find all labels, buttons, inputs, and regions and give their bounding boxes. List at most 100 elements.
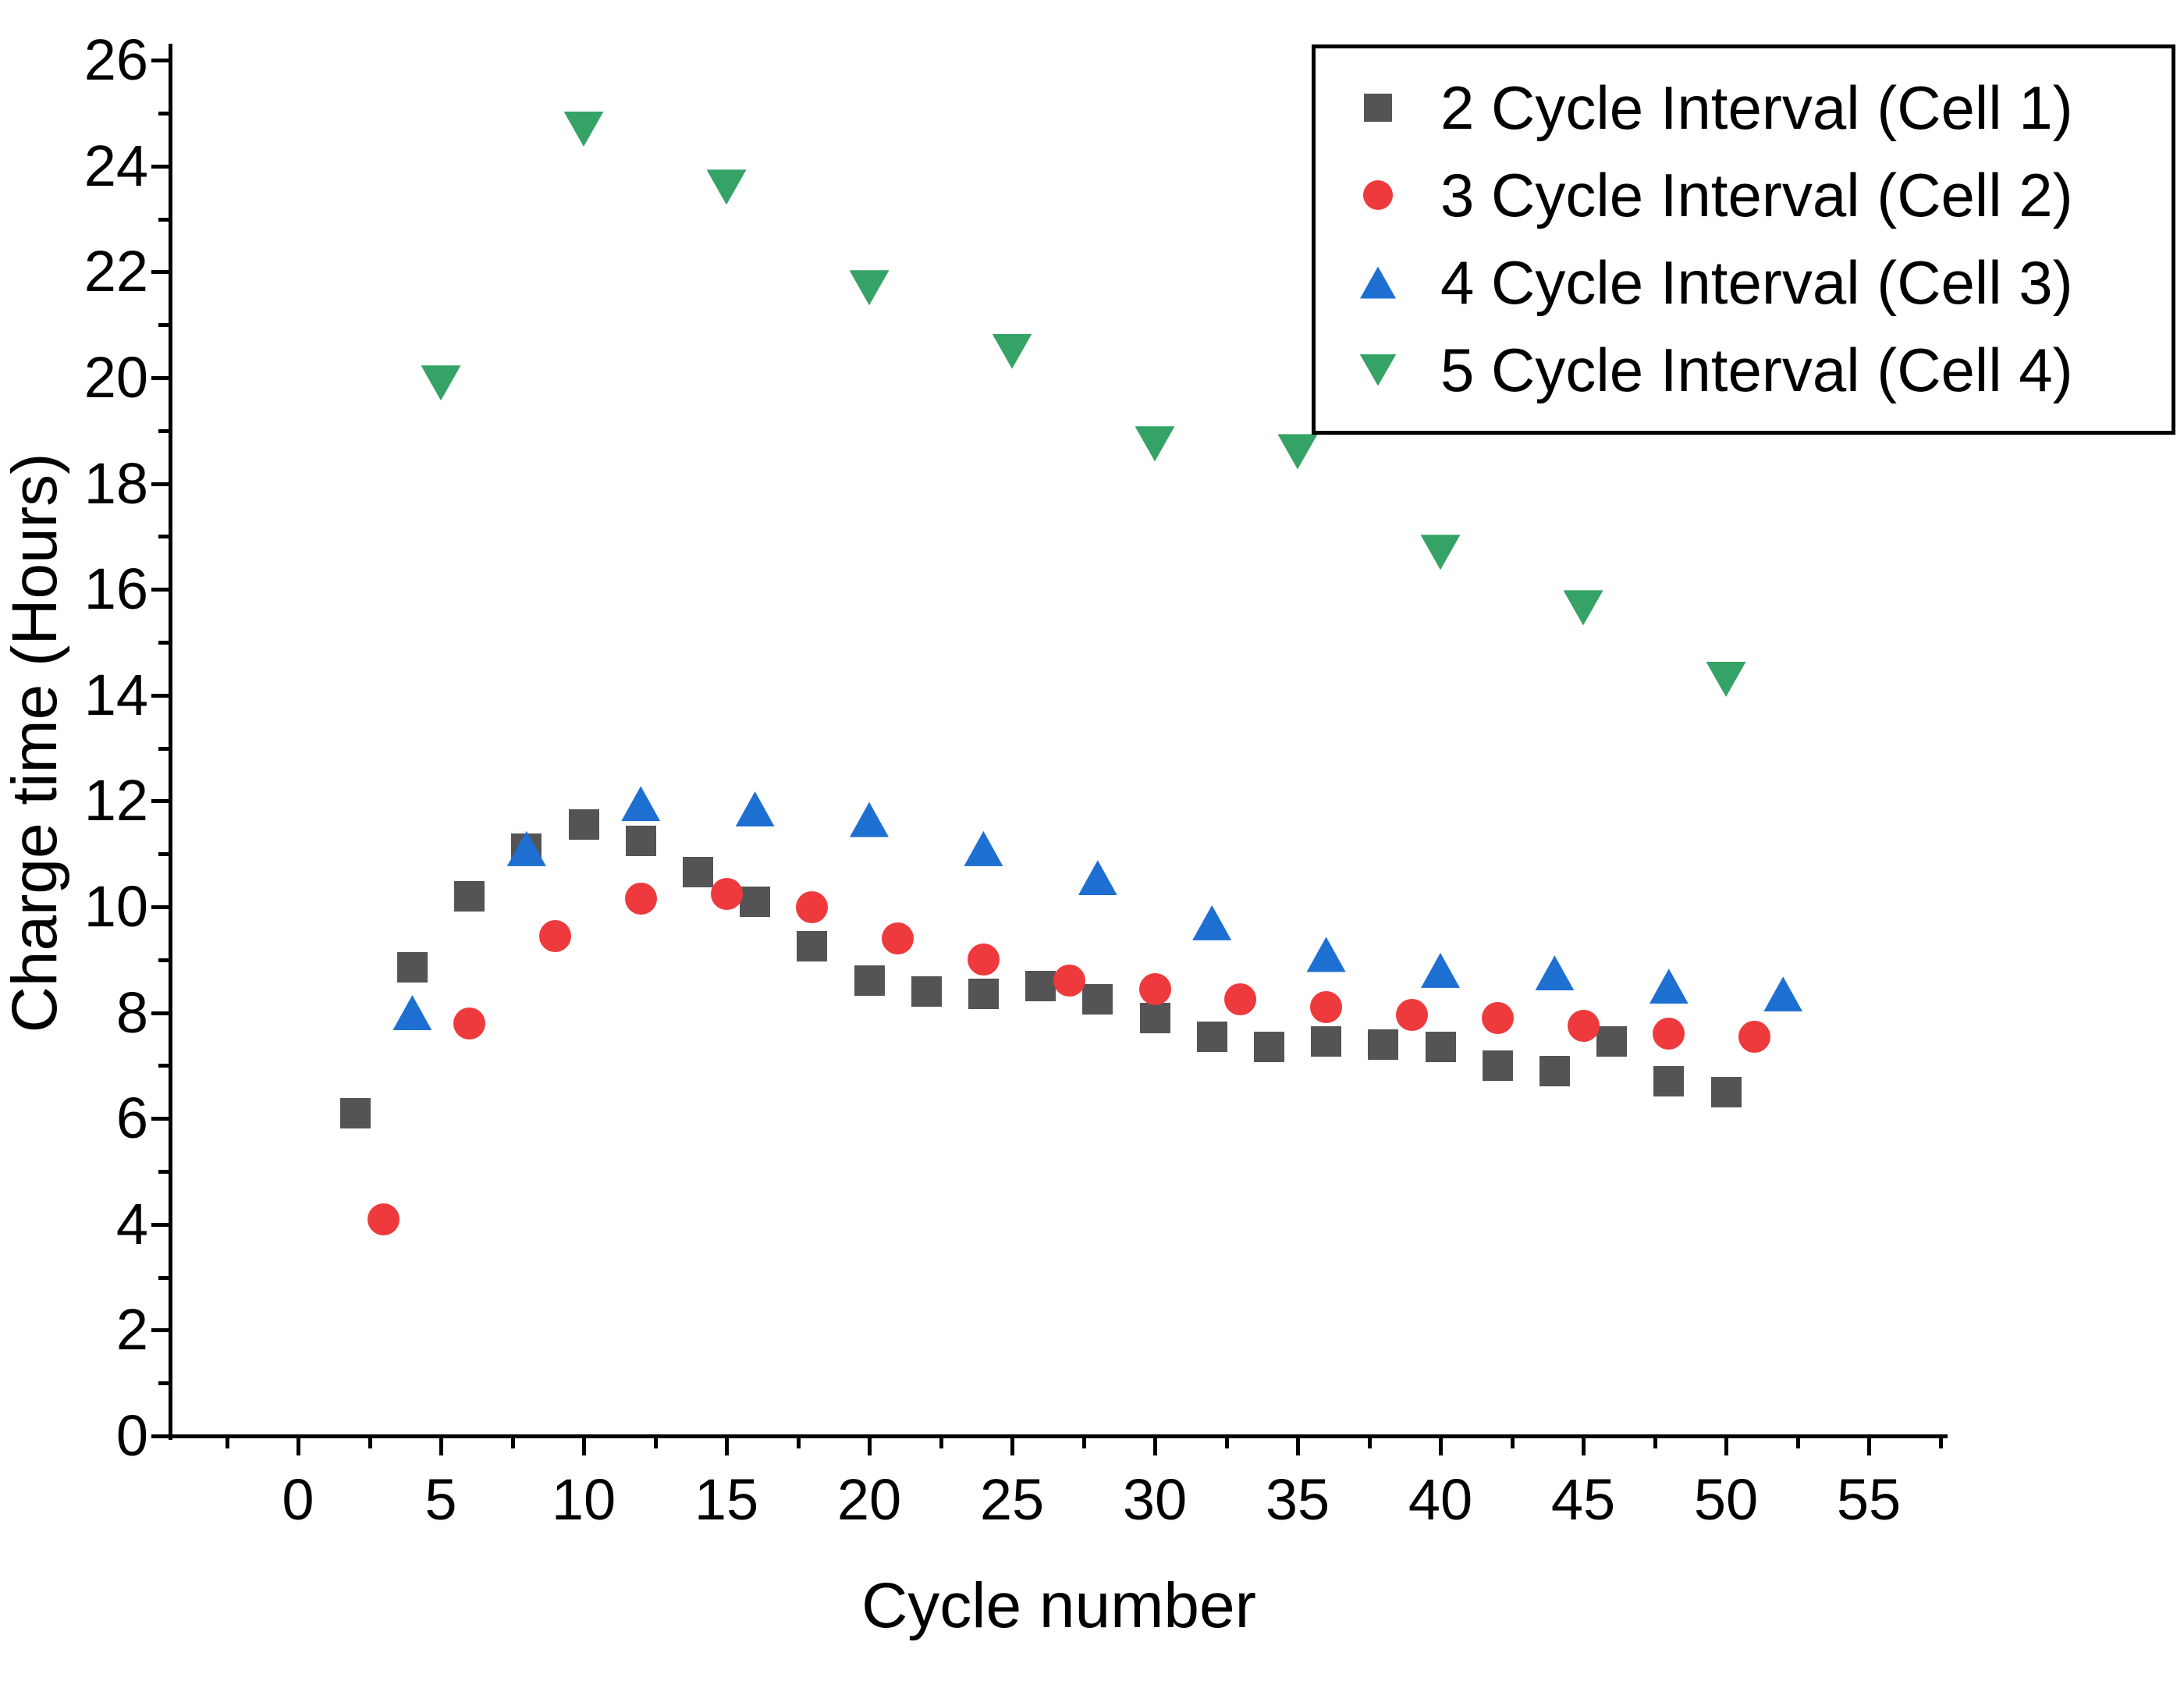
circle-data-point-marker (967, 944, 1000, 976)
x-axis-major-tick (1582, 1438, 1586, 1455)
y-axis-tick-label: 4 (115, 1191, 148, 1256)
legend-marker-cell (1316, 180, 1440, 210)
y-axis-major-tick (151, 1222, 169, 1227)
triangle-up-marker-icon (1360, 266, 1396, 299)
y-axis-line (169, 44, 172, 1440)
y-axis-minor-tick (158, 323, 169, 328)
y-axis-tick-label: 8 (115, 979, 148, 1045)
triangle-up-data-point-marker (964, 830, 1003, 866)
square-marker-icon (1364, 94, 1392, 122)
x-axis-tick-label: 45 (1550, 1467, 1616, 1532)
legend-item: 2 Cycle Interval (Cell 1) (1316, 64, 2172, 151)
y-axis-tick-label: 0 (115, 1403, 148, 1468)
square-data-point-marker (454, 880, 485, 912)
square-data-point-marker (568, 809, 599, 840)
y-axis-minor-tick (158, 428, 169, 433)
x-axis-minor-tick (1367, 1438, 1372, 1448)
y-axis-major-tick (151, 270, 169, 275)
square-data-point-marker (1311, 1026, 1342, 1057)
x-axis-minor-tick (510, 1438, 515, 1448)
triangle-down-data-point-marker (706, 169, 747, 205)
x-axis-major-tick (1296, 1438, 1300, 1455)
circle-data-point-marker (368, 1203, 400, 1235)
circle-data-point-marker (1738, 1020, 1771, 1053)
y-axis-major-tick (151, 905, 169, 909)
y-axis-minor-tick (158, 958, 169, 962)
circle-data-point-marker (1224, 983, 1257, 1016)
triangle-down-marker-icon (1359, 354, 1397, 386)
x-axis-tick-label: 30 (1122, 1467, 1188, 1532)
x-axis-minor-tick (1510, 1438, 1515, 1448)
x-axis-tick-label: 50 (1693, 1467, 1759, 1532)
circle-data-point-marker (1310, 991, 1343, 1024)
triangle-down-data-point-marker (1563, 590, 1603, 626)
x-axis-major-tick (1867, 1438, 1871, 1455)
square-data-point-marker (1539, 1055, 1570, 1086)
x-axis-minor-tick (1081, 1438, 1086, 1448)
legend-marker-cell (1316, 94, 1440, 122)
y-axis-minor-tick (158, 641, 169, 645)
y-axis-tick-label: 14 (83, 662, 148, 727)
legend: 2 Cycle Interval (Cell 1) 3 Cycle Interv… (1312, 44, 2175, 435)
legend-item: 3 Cycle Interval (Cell 2) (1316, 151, 2172, 239)
square-data-point-marker (854, 965, 885, 997)
x-axis-major-tick (582, 1438, 586, 1455)
x-axis-tick-label: 25 (979, 1467, 1045, 1532)
x-axis-minor-tick (796, 1438, 801, 1448)
y-axis-minor-tick (158, 1170, 169, 1174)
legend-label: 5 Cycle Interval (Cell 4) (1440, 335, 2073, 404)
circle-data-point-marker (796, 890, 829, 923)
x-axis-title: Cycle number (861, 1570, 1256, 1641)
circle-data-point-marker (538, 919, 571, 952)
x-axis-tick-label: 55 (1836, 1467, 1902, 1532)
x-axis-minor-tick (225, 1438, 229, 1448)
y-axis-major-tick (151, 588, 169, 592)
square-data-point-marker (1482, 1050, 1513, 1081)
y-axis-title: Charge time (Hours) (0, 453, 70, 1033)
triangle-up-data-point-marker (850, 801, 889, 837)
square-data-point-marker (1025, 971, 1056, 1002)
square-data-point-marker (1425, 1032, 1456, 1063)
triangle-up-data-point-marker (1078, 860, 1117, 896)
y-axis-major-tick (151, 693, 169, 698)
x-axis-tick-label: 20 (836, 1467, 902, 1532)
triangle-down-data-point-marker (1135, 426, 1175, 462)
legend-item: 5 Cycle Interval (Cell 4) (1316, 326, 2172, 414)
circle-data-point-marker (1053, 965, 1085, 997)
x-axis-minor-tick (653, 1438, 658, 1448)
triangle-up-data-point-marker (621, 786, 661, 822)
triangle-down-data-point-marker (849, 270, 890, 306)
y-axis-major-tick (151, 1011, 169, 1015)
x-axis-minor-tick (368, 1438, 372, 1448)
y-axis-major-tick (151, 59, 169, 63)
triangle-down-data-point-marker (1420, 535, 1461, 570)
y-axis-tick-label: 16 (83, 556, 148, 622)
triangle-up-data-point-marker (1763, 976, 1803, 1012)
y-axis-major-tick (151, 1434, 169, 1438)
triangle-up-data-point-marker (1649, 968, 1689, 1004)
circle-data-point-marker (1653, 1018, 1685, 1050)
x-axis-line (169, 1434, 1948, 1438)
square-data-point-marker (1196, 1021, 1227, 1052)
y-axis-major-tick (151, 1328, 169, 1333)
y-axis-tick-label: 6 (115, 1086, 148, 1151)
circle-data-point-marker (1567, 1010, 1600, 1043)
x-axis-major-tick (1439, 1438, 1443, 1455)
square-data-point-marker (1253, 1032, 1284, 1063)
square-data-point-marker (682, 857, 713, 888)
square-data-point-marker (968, 979, 999, 1010)
x-axis-tick-label: 5 (424, 1467, 457, 1532)
square-data-point-marker (1139, 1002, 1170, 1033)
x-axis-major-tick (297, 1438, 300, 1455)
y-axis-minor-tick (158, 746, 169, 751)
triangle-up-data-point-marker (392, 995, 432, 1031)
triangle-down-data-point-marker (1706, 661, 1746, 697)
circle-marker-icon (1363, 180, 1393, 210)
y-axis-tick-label: 12 (83, 768, 148, 833)
y-axis-minor-tick (158, 852, 169, 857)
square-data-point-marker (1368, 1029, 1399, 1060)
x-axis-major-tick (725, 1438, 729, 1455)
circle-data-point-marker (1395, 999, 1428, 1032)
square-data-point-marker (797, 931, 828, 962)
circle-data-point-marker (624, 883, 657, 915)
